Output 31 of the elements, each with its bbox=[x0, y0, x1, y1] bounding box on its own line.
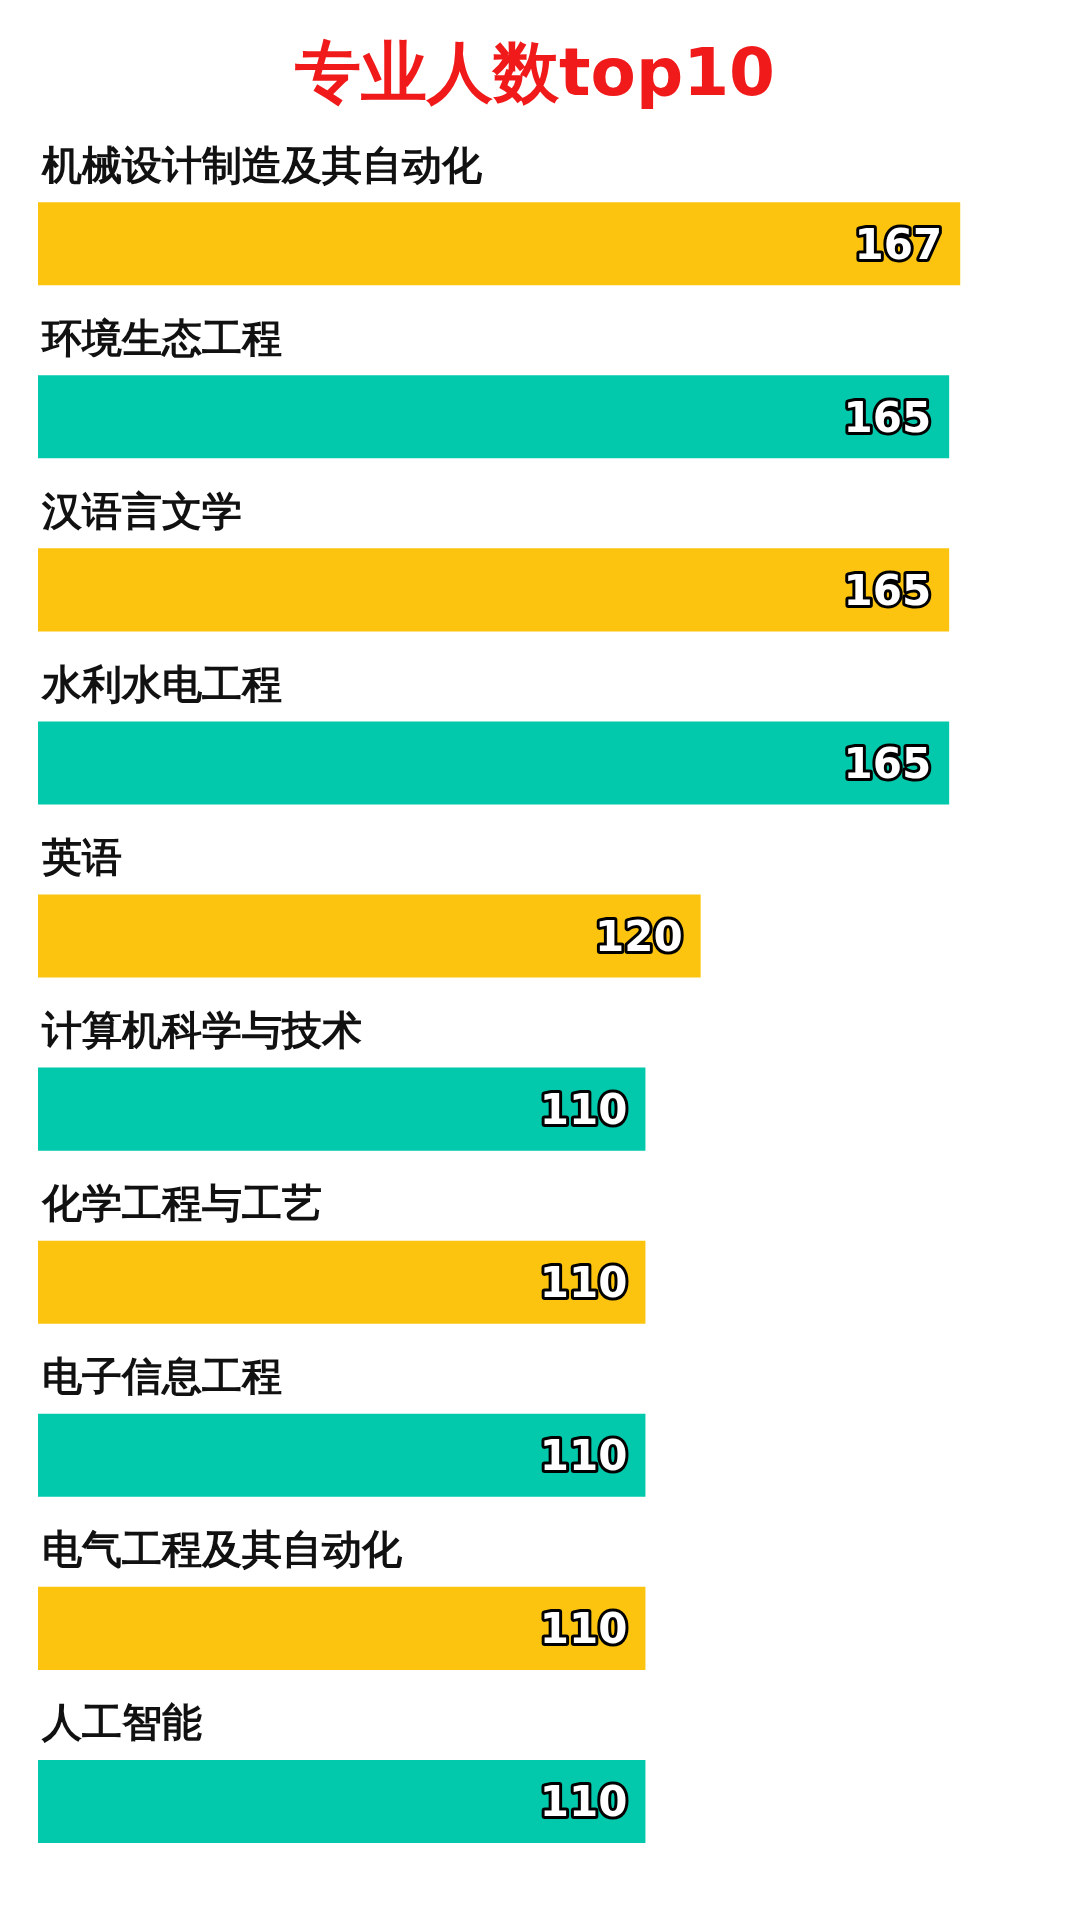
bar bbox=[38, 548, 950, 632]
y-tick-label: 水利水电工程 bbox=[40, 660, 282, 707]
bar bbox=[38, 1240, 646, 1324]
data-label: 120 bbox=[594, 911, 683, 961]
y-tick-label: 电气工程及其自动化 bbox=[42, 1526, 403, 1573]
data-label: 167 bbox=[854, 219, 943, 269]
data-label: 110 bbox=[539, 1777, 628, 1827]
data-label: 110 bbox=[539, 1604, 628, 1654]
y-tick-label: 化学工程与工艺 bbox=[41, 1180, 322, 1227]
y-tick-label: 计算机科学与技术 bbox=[41, 1006, 362, 1053]
chart-title: 专业人数top10 bbox=[294, 33, 775, 111]
bar bbox=[38, 1586, 646, 1670]
y-tick-label: 环境生态工程 bbox=[40, 314, 282, 361]
y-tick-label: 机械设计制造及其自动化 bbox=[41, 141, 483, 188]
y-tick-label: 汉语言文学 bbox=[41, 487, 242, 534]
bar bbox=[38, 375, 950, 459]
bar bbox=[38, 894, 701, 978]
bar bbox=[38, 1067, 646, 1151]
bar bbox=[38, 1759, 646, 1843]
bar bbox=[38, 1413, 646, 1497]
bar bbox=[38, 721, 950, 805]
data-label: 110 bbox=[539, 1431, 628, 1481]
y-tick-label: 人工智能 bbox=[41, 1699, 202, 1746]
data-label: 165 bbox=[843, 392, 932, 442]
bar bbox=[38, 202, 961, 286]
data-label: 110 bbox=[539, 1085, 628, 1135]
data-label: 110 bbox=[539, 1258, 628, 1308]
y-tick-label: 英语 bbox=[41, 833, 122, 880]
data-label: 165 bbox=[843, 738, 932, 788]
data-label: 165 bbox=[843, 565, 932, 615]
y-tick-label: 电子信息工程 bbox=[42, 1353, 282, 1400]
